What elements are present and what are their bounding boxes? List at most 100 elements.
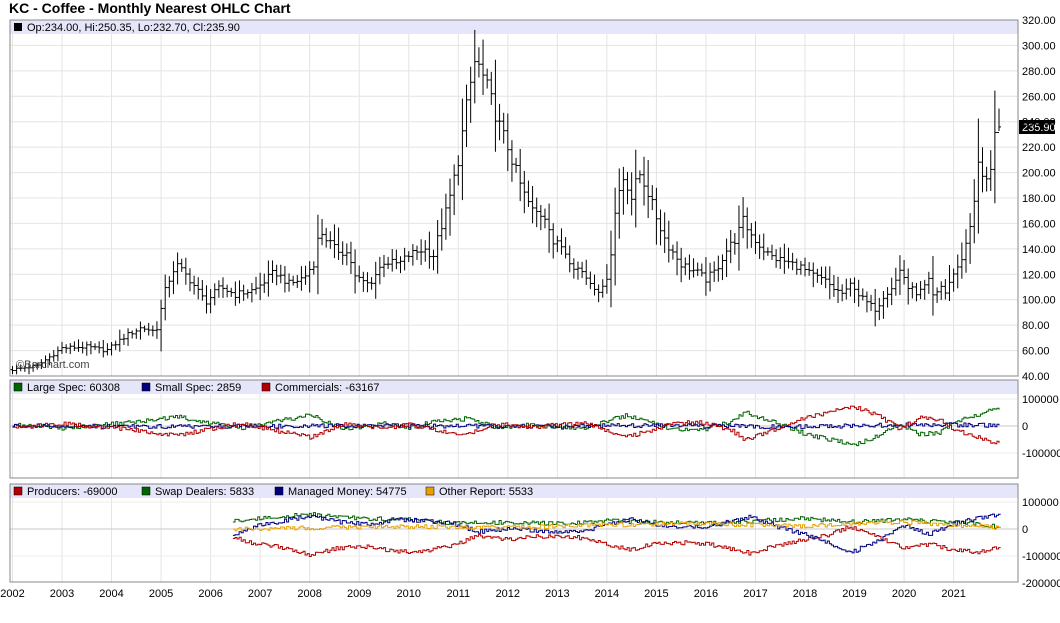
x-tick-label: 2004: [99, 588, 123, 600]
x-tick-label: 2017: [743, 588, 767, 600]
ohlc-bar: [609, 230, 614, 308]
ohlc-bar: [39, 359, 44, 370]
x-tick-label: 2014: [595, 588, 619, 600]
ohlc-bar: [646, 160, 651, 218]
ohlc-bar: [229, 287, 234, 297]
ohlc-bar: [600, 279, 605, 298]
ohlc-bar: [266, 260, 271, 297]
ohlc-bar: [410, 244, 415, 266]
ohlc-bar: [278, 264, 283, 284]
price-legend-swatch: [14, 23, 22, 31]
ohlc-bar: [613, 187, 618, 286]
ohlc-bar: [584, 259, 589, 285]
ohlc-bar: [254, 276, 259, 295]
ohlc-bar: [332, 224, 337, 259]
ohlc-bar: [10, 366, 15, 375]
ohlc-bar: [526, 180, 531, 207]
ohlc-bar: [464, 84, 469, 147]
cot2-y-tick-labels: -200000 -100000 0 100000: [1022, 497, 1060, 590]
ohlc-bar: [324, 227, 329, 248]
ohlc-bar: [159, 299, 164, 352]
ohlc-bar: [84, 341, 89, 356]
ohlc-bar: [348, 241, 353, 274]
price-y-tick-label: 40.00: [1022, 371, 1050, 383]
x-tick-label: 2005: [149, 588, 173, 600]
ohlc-bar: [823, 266, 828, 289]
x-tick-labels: 2002 2003 2004 2005 2006 2007 2008 2009 2010 2011…: [0, 588, 966, 600]
watermark: ©Barchart.com: [16, 359, 90, 371]
legend-label: Small Spec: 2859: [155, 382, 241, 394]
x-tick-label: 2013: [545, 588, 569, 600]
ohlc-bar: [736, 205, 741, 271]
ohlc-bar: [732, 232, 737, 255]
ohlc-bar: [225, 284, 230, 298]
ohlc-bar: [691, 258, 696, 278]
price-y-tick-label: 260.00: [1022, 91, 1056, 103]
ohlc-bar: [522, 171, 527, 214]
x-tick-label: 2018: [793, 588, 817, 600]
ohlc-bar: [142, 325, 147, 333]
ohlc-bar: [262, 273, 267, 293]
ohlc-bar: [914, 282, 919, 302]
ohlc-bar: [567, 245, 572, 273]
ohlc-bar: [807, 262, 812, 276]
ohlc-bar: [237, 280, 242, 304]
c2-y-tick-label: -200000: [1022, 578, 1060, 590]
price-panel-border: [9, 19, 1019, 377]
ohlc-bar: [431, 249, 436, 271]
x-tick-label: 2015: [644, 588, 668, 600]
ohlc-bar: [592, 274, 597, 296]
ohlc-bar: [274, 264, 279, 286]
ohlc-bar: [530, 185, 535, 224]
ohlc-bar: [518, 148, 523, 202]
price-y-tick-label: 280.00: [1022, 66, 1056, 78]
legend-label: Large Spec: 60308: [27, 382, 120, 394]
ohlc-bar: [489, 71, 494, 105]
x-tick-label: 2002: [0, 588, 24, 600]
ohlc-bar: [790, 252, 795, 271]
ohlc-bar: [675, 241, 680, 276]
ohlc-bar: [179, 258, 184, 272]
ohlc-bar: [695, 262, 700, 276]
ohlc-bar: [93, 343, 98, 350]
price-y-tick-label: 200.00: [1022, 168, 1056, 180]
c1-y-tick-label: 0: [1022, 421, 1028, 433]
series-line-managed-money: [232, 513, 1001, 554]
ohlc-bar: [423, 240, 428, 262]
ohlc-bar: [575, 261, 580, 280]
ohlc-bar: [984, 166, 989, 192]
ohlc-bar: [774, 249, 779, 268]
ohlc-bar: [844, 278, 849, 300]
ohlc-bar: [26, 362, 31, 375]
ohlc-bar: [167, 276, 172, 298]
ohlc-bar: [386, 256, 391, 270]
ohlc-bar: [183, 257, 188, 285]
ohlc-bar: [68, 343, 73, 355]
ohlc-bar: [328, 231, 333, 249]
ohlc-bar: [864, 291, 869, 313]
chart-title: KC - Coffee - Monthly Nearest OHLC Chart: [9, 0, 291, 16]
cot2-legend: Producers: -69000 Swap Dealers: 5833 Manag…: [13, 486, 533, 498]
ohlc-bar: [836, 276, 841, 304]
ohlc-bar: [848, 278, 853, 297]
ohlc-bar: [860, 288, 865, 301]
ohlc-bar: [398, 256, 403, 274]
price-y-tick-label: 180.00: [1022, 193, 1056, 205]
ohlc-bar: [642, 156, 647, 206]
series-line-producers: [232, 525, 1001, 557]
ohlc-bar: [196, 277, 201, 300]
cot1-y-tick-labels: -100000 0 100000: [1022, 394, 1060, 460]
ohlc-bar: [992, 90, 997, 204]
ohlc-bar: [877, 297, 882, 321]
price-panel: Op:234.00, Hi:250.35, Lo:232.70, Cl:235.…: [9, 15, 1056, 383]
cot2-panel-border: [9, 483, 1019, 583]
ohlc-bar: [287, 273, 292, 292]
ohlc-bar: [14, 364, 19, 375]
price-y-tick-label: 100.00: [1022, 295, 1056, 307]
x-tick-label: 2011: [446, 588, 470, 600]
ohlc-bar: [270, 260, 275, 283]
ohlc-bar: [819, 266, 824, 285]
cot-panel-2: Producers: -69000 Swap Dealers: 5833 Manag…: [9, 483, 1060, 590]
x-tick-label: 2006: [198, 588, 222, 600]
ohlc-bar: [64, 344, 69, 354]
